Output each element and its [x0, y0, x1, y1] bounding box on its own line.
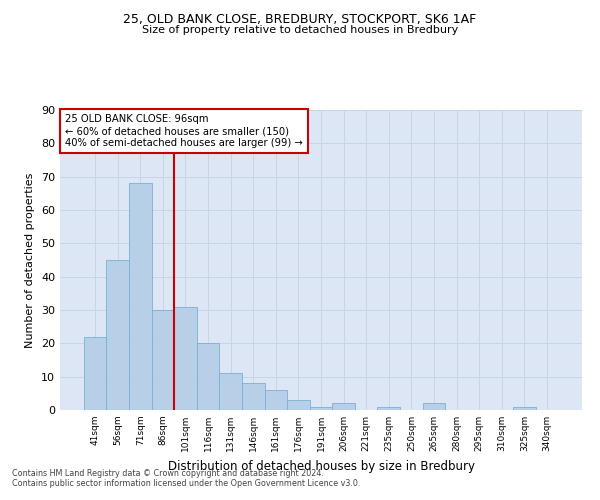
Bar — [129, 184, 152, 410]
Text: 25, OLD BANK CLOSE, BREDBURY, STOCKPORT, SK6 1AF: 25, OLD BANK CLOSE, BREDBURY, STOCKPORT,… — [124, 12, 476, 26]
Bar — [332, 404, 355, 410]
Bar — [197, 344, 220, 410]
Bar — [242, 384, 265, 410]
Bar — [377, 406, 400, 410]
Bar — [220, 374, 242, 410]
Bar — [106, 260, 129, 410]
Y-axis label: Number of detached properties: Number of detached properties — [25, 172, 35, 348]
Bar — [265, 390, 287, 410]
Bar — [84, 336, 106, 410]
X-axis label: Distribution of detached houses by size in Bredbury: Distribution of detached houses by size … — [167, 460, 475, 472]
Bar — [513, 406, 536, 410]
Text: Size of property relative to detached houses in Bredbury: Size of property relative to detached ho… — [142, 25, 458, 35]
Text: 25 OLD BANK CLOSE: 96sqm
← 60% of detached houses are smaller (150)
40% of semi-: 25 OLD BANK CLOSE: 96sqm ← 60% of detach… — [65, 114, 303, 148]
Text: Contains public sector information licensed under the Open Government Licence v3: Contains public sector information licen… — [12, 479, 361, 488]
Bar — [174, 306, 197, 410]
Bar — [310, 406, 332, 410]
Text: Contains HM Land Registry data © Crown copyright and database right 2024.: Contains HM Land Registry data © Crown c… — [12, 469, 324, 478]
Bar — [287, 400, 310, 410]
Bar — [152, 310, 174, 410]
Bar — [422, 404, 445, 410]
